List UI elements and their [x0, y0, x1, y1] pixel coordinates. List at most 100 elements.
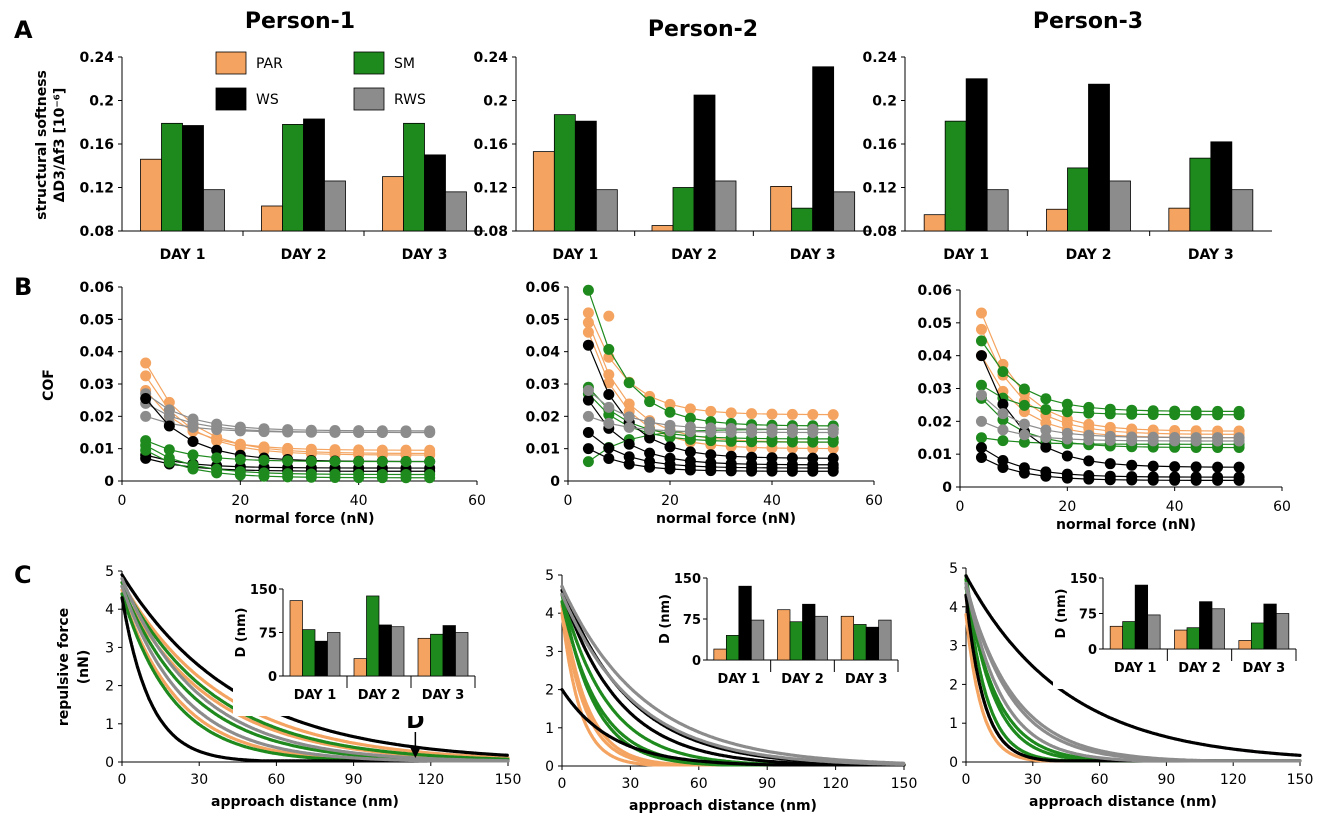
- cof-point-ws: [140, 452, 152, 464]
- y-tick-label: 0.16: [473, 137, 508, 153]
- cof-point-ws: [1190, 461, 1202, 473]
- cof-point-sm: [305, 471, 317, 483]
- cof-point-par: [975, 307, 987, 319]
- inset-bar-rws-day3: [878, 619, 892, 661]
- inset-bar-sm-day3: [430, 633, 444, 677]
- x-tick-label: 40: [350, 493, 368, 509]
- cof-point-sm: [786, 436, 798, 448]
- inset-bar-rws-day2: [391, 626, 405, 677]
- cof-point-sm: [376, 472, 388, 484]
- cof-chart-2: 0 0.01 0.02 0.03 0.04 0.05 0.06 0 20 40 60 normal f…: [525, 280, 882, 527]
- inset-bar-par-day3: [417, 637, 431, 677]
- y-tick-label: 0: [104, 474, 114, 490]
- cof-point-ws: [827, 465, 839, 477]
- bar-ws-day3: [812, 66, 835, 232]
- x-tick-label: 0: [118, 493, 127, 509]
- bar-sm-day2: [672, 187, 695, 232]
- force-chart-3: 0 1 2 3 4 5 0 30 60 90 120 150 approach distance (nm…: [949, 561, 1313, 810]
- x-tick-label: 90: [758, 776, 776, 792]
- bar-rws-day3: [833, 191, 856, 232]
- y-tick-label: 0.24: [79, 50, 114, 66]
- y-axis-label-line2: ΔD3/Δf3 [10⁻⁶]: [52, 88, 68, 203]
- y-tick-label: 0.05: [79, 312, 114, 328]
- inset-y-axis-label: D (nm): [234, 607, 249, 657]
- cof-point-par: [975, 323, 987, 335]
- cof-point-rws: [282, 426, 294, 438]
- cof-point-sm: [282, 455, 294, 467]
- inset-bar-par-day2: [353, 658, 367, 677]
- cof-point-rws: [353, 426, 365, 438]
- cof-point-sm: [1061, 406, 1073, 418]
- force-chart-1: 0 1 2 3 4 5 0 30 60 90 120 150 approach distance (nm…: [56, 564, 521, 810]
- cof-point-sm: [1169, 409, 1181, 421]
- cof-point-rws: [1061, 433, 1073, 445]
- cof-point-ws: [1061, 450, 1073, 462]
- cof-point-sm: [400, 456, 412, 468]
- inset-bar-rws-day1: [750, 619, 765, 661]
- cof-point-ws: [603, 453, 615, 465]
- x-tick-label: 40: [763, 493, 781, 509]
- y-tick-label: 0.03: [79, 377, 114, 393]
- x-tick-label: 60: [865, 493, 883, 509]
- cof-point-sm: [1233, 409, 1245, 421]
- y-tick-label: 0.01: [79, 442, 114, 458]
- cof-point-rws: [644, 424, 656, 436]
- inset-x-tick-label: DAY 3: [845, 672, 888, 687]
- inset-bar-ws-day2: [1199, 601, 1213, 650]
- force-curve-par: [120, 580, 510, 760]
- x-tick-label: DAY 3: [402, 247, 448, 263]
- softness-chart-person-1: 0.08 0.12 0.16 0.2 0.24 DAY 1 DAY 2 DAY 3 struct…: [34, 50, 485, 263]
- cof-point-ws: [1190, 474, 1202, 486]
- y-tick-label: 4: [545, 606, 554, 622]
- cof-point-sm: [1147, 408, 1159, 420]
- cof-point-rws: [623, 411, 635, 423]
- y-tick-label: 0.08: [473, 224, 508, 240]
- y-tick-label: 0.04: [525, 345, 560, 361]
- x-tick-label: 120: [822, 776, 849, 792]
- inset-x-tick-label: DAY 3: [1243, 661, 1286, 676]
- y-tick-label: 0.04: [917, 349, 952, 365]
- cof-point-ws: [975, 451, 987, 463]
- cof-point-rws: [1126, 435, 1138, 447]
- cof-point-sm: [1040, 403, 1052, 415]
- bar-rws-day3: [1231, 189, 1254, 232]
- inset-bar-sm-day2: [1186, 627, 1200, 650]
- cof-point-rws: [975, 389, 987, 401]
- x-tick-label: 0: [956, 499, 965, 515]
- cof-point-sm: [664, 406, 676, 418]
- cof-point-sm: [400, 472, 412, 484]
- cof-point-ws: [187, 435, 199, 447]
- cof-point-ws: [1147, 474, 1159, 486]
- cof-point-ws: [644, 447, 656, 459]
- cof-point-sm: [163, 456, 175, 468]
- cof-point-par: [807, 409, 819, 421]
- inset-bar-rws-day2: [814, 615, 828, 661]
- cof-point-ws: [725, 465, 737, 477]
- cof-point-ws: [1126, 474, 1138, 486]
- inset-bar-par-day3: [1238, 640, 1252, 650]
- y-tick-label: 0: [942, 480, 952, 496]
- x-tick-label: DAY 3: [1188, 247, 1234, 263]
- cof-point-ws: [997, 461, 1009, 473]
- cof-chart-3: 0 0.01 0.02 0.03 0.04 0.05 0.06 0 20 40 60 normal f…: [917, 283, 1290, 533]
- inset-y-axis-label: D (nm): [658, 594, 673, 644]
- cof-point-par: [329, 444, 341, 456]
- bar-ws-day2: [693, 94, 716, 232]
- y-tick-label: 75: [1079, 608, 1097, 623]
- bar-rws-day2: [324, 180, 346, 232]
- cof-point-sm: [424, 456, 436, 468]
- force-curve-sm: [120, 580, 510, 761]
- bar-sm-day1: [553, 114, 576, 232]
- y-tick-label: 75: [683, 613, 701, 628]
- y-tick-label: 150: [250, 583, 277, 598]
- cof-point-ws: [582, 443, 594, 455]
- cof-point-sm: [807, 436, 819, 448]
- legend-swatch-rws: [353, 87, 385, 111]
- cof-point-par: [305, 443, 317, 455]
- cof-point-ws: [1104, 458, 1116, 470]
- inset-bar-sm-day2: [789, 621, 803, 661]
- cof-point-sm: [353, 455, 365, 467]
- cof-point-sm: [1212, 409, 1224, 421]
- bar-rws-day1: [986, 189, 1009, 232]
